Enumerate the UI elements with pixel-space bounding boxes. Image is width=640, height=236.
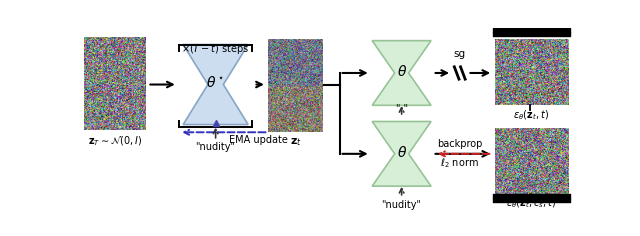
Text: sg: sg — [454, 49, 466, 59]
Text: $\mathbf{z}_T \sim \mathcal{N}(0,I)$: $\mathbf{z}_T \sim \mathcal{N}(0,I)$ — [88, 135, 142, 148]
Polygon shape — [372, 122, 431, 186]
Text: $\theta^\star$: $\theta^\star$ — [207, 75, 225, 91]
Polygon shape — [183, 45, 248, 125]
Text: $\theta$: $\theta$ — [397, 145, 407, 160]
Text: $\mathbf{z}_t$: $\mathbf{z}_t$ — [289, 136, 301, 148]
Text: "nudity": "nudity" — [381, 200, 422, 210]
Text: $\times(T-t)$ steps: $\times(T-t)$ steps — [181, 42, 250, 56]
Text: EMA update: EMA update — [229, 135, 288, 145]
Polygon shape — [372, 41, 431, 105]
Text: " ": " " — [396, 104, 408, 114]
Text: $\theta$: $\theta$ — [397, 64, 407, 79]
Text: "nudity": "nudity" — [196, 142, 236, 152]
Text: $\epsilon_\theta(\mathbf{z}_t, c_s, t)$: $\epsilon_\theta(\mathbf{z}_t, c_s, t)$ — [506, 196, 557, 210]
Text: backprop: backprop — [437, 139, 483, 149]
Text: $\epsilon_\theta(\mathbf{z}_t, t)$: $\epsilon_\theta(\mathbf{z}_t, t)$ — [513, 108, 550, 122]
Text: $\ell_2$ norm: $\ell_2$ norm — [440, 156, 479, 170]
